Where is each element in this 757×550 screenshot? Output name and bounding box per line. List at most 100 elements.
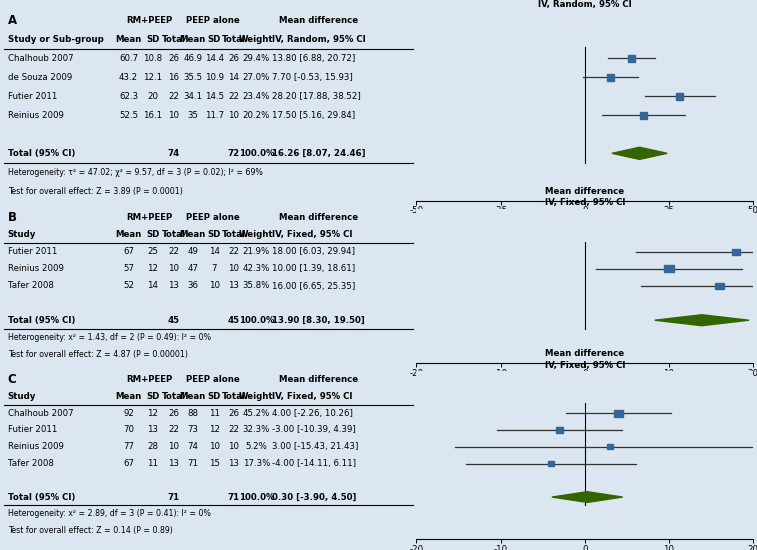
Text: 17.3%: 17.3% [243, 459, 270, 468]
Bar [614, 410, 623, 417]
Text: 10.00 [1.39, 18.61]: 10.00 [1.39, 18.61] [272, 265, 355, 273]
Text: Total: Total [222, 230, 245, 239]
Text: Mean difference
IV, Random, 95% CI: Mean difference IV, Random, 95% CI [538, 0, 631, 9]
Text: Mean difference
IV, Fixed, 95% CI: Mean difference IV, Fixed, 95% CI [544, 349, 625, 370]
Text: 4.00 [-2.26, 10.26]: 4.00 [-2.26, 10.26] [272, 409, 353, 417]
Text: 5.2%: 5.2% [245, 442, 267, 451]
Text: Test for overall effect: Z = 3.89 (P = 0.0001): Test for overall effect: Z = 3.89 (P = 0… [8, 187, 182, 196]
Text: PEEP alone: PEEP alone [186, 16, 240, 25]
Text: 13: 13 [168, 459, 179, 468]
Text: A: A [8, 14, 17, 27]
Text: 22: 22 [228, 248, 239, 256]
Text: 77: 77 [123, 442, 134, 451]
Text: Heterogeneity: x² = 1.43, df = 2 (P = 0.49): I² = 0%: Heterogeneity: x² = 1.43, df = 2 (P = 0.… [8, 333, 211, 342]
Text: 10: 10 [168, 265, 179, 273]
Text: 26: 26 [228, 409, 239, 417]
Text: PEEP alone: PEEP alone [186, 375, 240, 384]
Text: RM+PEEP: RM+PEEP [126, 375, 172, 384]
Text: Mean difference: Mean difference [279, 375, 358, 384]
Text: 12: 12 [209, 426, 220, 434]
Text: 16.00 [6.65, 25.35]: 16.00 [6.65, 25.35] [272, 282, 355, 290]
Text: Weight: Weight [239, 230, 274, 239]
Text: 22: 22 [168, 92, 179, 101]
Text: 100.0%: 100.0% [238, 316, 274, 324]
Text: Tafer 2008: Tafer 2008 [8, 282, 54, 290]
Text: 13.90 [8.30, 19.50]: 13.90 [8.30, 19.50] [272, 316, 364, 324]
Text: Total: Total [222, 35, 245, 44]
Text: 18.00 [6.03, 29.94]: 18.00 [6.03, 29.94] [272, 248, 354, 256]
Text: 28.20 [17.88, 38.52]: 28.20 [17.88, 38.52] [272, 92, 360, 101]
Text: 17.50 [5.16, 29.84]: 17.50 [5.16, 29.84] [272, 111, 355, 120]
Text: Total: Total [161, 392, 185, 401]
Text: IV, Random, 95% CI: IV, Random, 95% CI [272, 35, 366, 44]
Text: 42.3%: 42.3% [243, 265, 270, 273]
Text: 14: 14 [209, 248, 220, 256]
Text: Mean: Mean [115, 392, 142, 401]
Text: Tafer 2008: Tafer 2008 [8, 459, 54, 468]
Text: 12: 12 [148, 265, 158, 273]
Text: 35: 35 [187, 111, 198, 120]
Text: 22: 22 [228, 92, 239, 101]
Text: 23.4%: 23.4% [243, 92, 270, 101]
Text: 60.7: 60.7 [119, 54, 138, 63]
Text: de Souza 2009: de Souza 2009 [8, 73, 72, 82]
Text: 71: 71 [167, 493, 179, 502]
Text: Total (95% CI): Total (95% CI) [8, 493, 75, 502]
Bar [548, 461, 554, 466]
Text: 15: 15 [209, 459, 220, 468]
Text: Chalhoub 2007: Chalhoub 2007 [8, 409, 73, 417]
Text: B: B [8, 211, 17, 224]
Text: 10: 10 [168, 442, 179, 451]
Text: 45: 45 [228, 316, 239, 324]
Text: 72: 72 [227, 149, 239, 158]
Text: 14.5: 14.5 [204, 92, 224, 101]
Text: 71: 71 [227, 493, 239, 502]
Text: 100.0%: 100.0% [238, 149, 274, 158]
Text: 13: 13 [228, 459, 239, 468]
Text: 70: 70 [123, 426, 134, 434]
Bar [640, 112, 647, 119]
Text: Favours PEEP alone: Favours PEEP alone [451, 378, 530, 387]
Text: Mean difference: Mean difference [279, 16, 358, 25]
Text: IV, Fixed, 95% CI: IV, Fixed, 95% CI [272, 392, 352, 401]
Text: RM+PEEP: RM+PEEP [126, 213, 172, 222]
Text: 46.9: 46.9 [183, 54, 202, 63]
Text: Futier 2011: Futier 2011 [8, 92, 58, 101]
Text: SD: SD [207, 230, 221, 239]
Text: 10.9: 10.9 [205, 73, 224, 82]
Text: Mean difference: Mean difference [279, 213, 358, 222]
Text: Test for overall effect: Z = 4.87 (P = 0.00001): Test for overall effect: Z = 4.87 (P = 0… [8, 350, 188, 359]
Text: Favours PEEP alone: Favours PEEP alone [451, 218, 530, 227]
Bar [676, 93, 684, 100]
Text: Study: Study [8, 392, 36, 401]
Text: Futier 2011: Futier 2011 [8, 426, 58, 434]
Text: 22: 22 [168, 248, 179, 256]
Text: 10: 10 [228, 111, 239, 120]
Text: 14: 14 [228, 73, 239, 82]
Text: 73: 73 [187, 426, 198, 434]
Text: 26: 26 [168, 54, 179, 63]
Text: Mean difference
IV, Fixed, 95% CI: Mean difference IV, Fixed, 95% CI [544, 188, 625, 207]
Text: 16.26 [8.07, 24.46]: 16.26 [8.07, 24.46] [272, 149, 365, 158]
Text: 67: 67 [123, 248, 134, 256]
Text: 22: 22 [168, 426, 179, 434]
Text: 34.1: 34.1 [183, 92, 202, 101]
Text: 26: 26 [168, 409, 179, 417]
Text: 26: 26 [228, 54, 239, 63]
Text: Chalhoub 2007: Chalhoub 2007 [8, 54, 73, 63]
Text: 11: 11 [209, 409, 220, 417]
Text: 35.8%: 35.8% [243, 282, 270, 290]
Text: SD: SD [146, 392, 160, 401]
Text: 100.0%: 100.0% [238, 493, 274, 502]
Text: 20: 20 [148, 92, 158, 101]
Text: 71: 71 [187, 459, 198, 468]
Text: 25: 25 [148, 248, 158, 256]
Text: Mean: Mean [179, 35, 206, 44]
Text: Total: Total [161, 35, 185, 44]
Text: 13: 13 [148, 426, 158, 434]
Text: Reinius 2009: Reinius 2009 [8, 111, 64, 120]
Text: Total: Total [222, 392, 245, 401]
Text: Total (95% CI): Total (95% CI) [8, 316, 75, 324]
Text: 49: 49 [187, 248, 198, 256]
Bar [607, 74, 615, 81]
